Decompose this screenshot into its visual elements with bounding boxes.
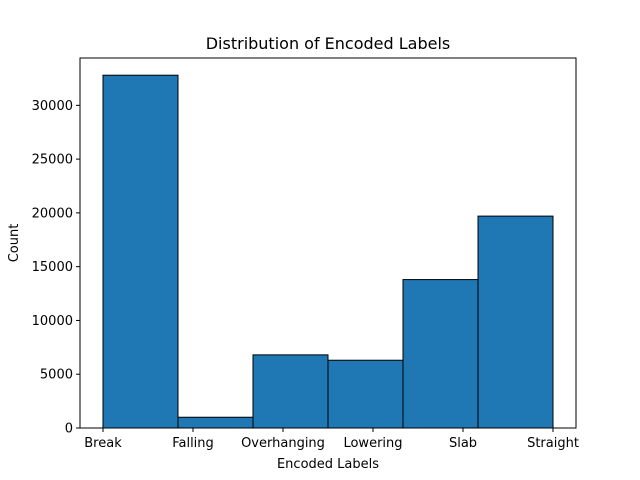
y-tick-label: 10000 xyxy=(32,314,73,329)
bar-straight xyxy=(477,215,554,429)
chart-title: Distribution of Encoded Labels xyxy=(206,34,451,53)
x-tick-label-break: Break xyxy=(84,436,122,451)
x-tick-label-lowering: Lowering xyxy=(343,436,402,451)
bar-lowering xyxy=(327,359,404,429)
y-tick-label: 5000 xyxy=(40,368,73,383)
y-axis-label: Count xyxy=(7,224,22,263)
x-tick-label-overhanging: Overhanging xyxy=(241,436,325,451)
x-tick-label-slab: Slab xyxy=(449,436,477,451)
bar-slab xyxy=(402,279,479,429)
x-axis-ticks: Break Falling Overhanging Lowering Slab Strai… xyxy=(84,428,579,451)
plot-frame xyxy=(79,57,577,429)
bar-break xyxy=(102,74,179,429)
bar-overhanging xyxy=(252,354,329,429)
bars-group xyxy=(102,74,554,429)
y-tick-label: 0 xyxy=(65,422,73,437)
x-axis-label: Encoded Labels xyxy=(277,457,379,472)
y-tick-label: 15000 xyxy=(32,260,73,275)
y-tick-label: 25000 xyxy=(32,153,73,168)
y-tick-label: 20000 xyxy=(32,206,73,221)
x-tick-label-falling: Falling xyxy=(172,436,214,451)
x-tick-label-straight: Straight xyxy=(527,436,579,451)
y-tick-label: 30000 xyxy=(32,99,73,114)
bar-falling xyxy=(177,416,254,429)
y-axis-ticks: 0 5000 10000 15000 20000 25000 30000 xyxy=(32,99,80,437)
